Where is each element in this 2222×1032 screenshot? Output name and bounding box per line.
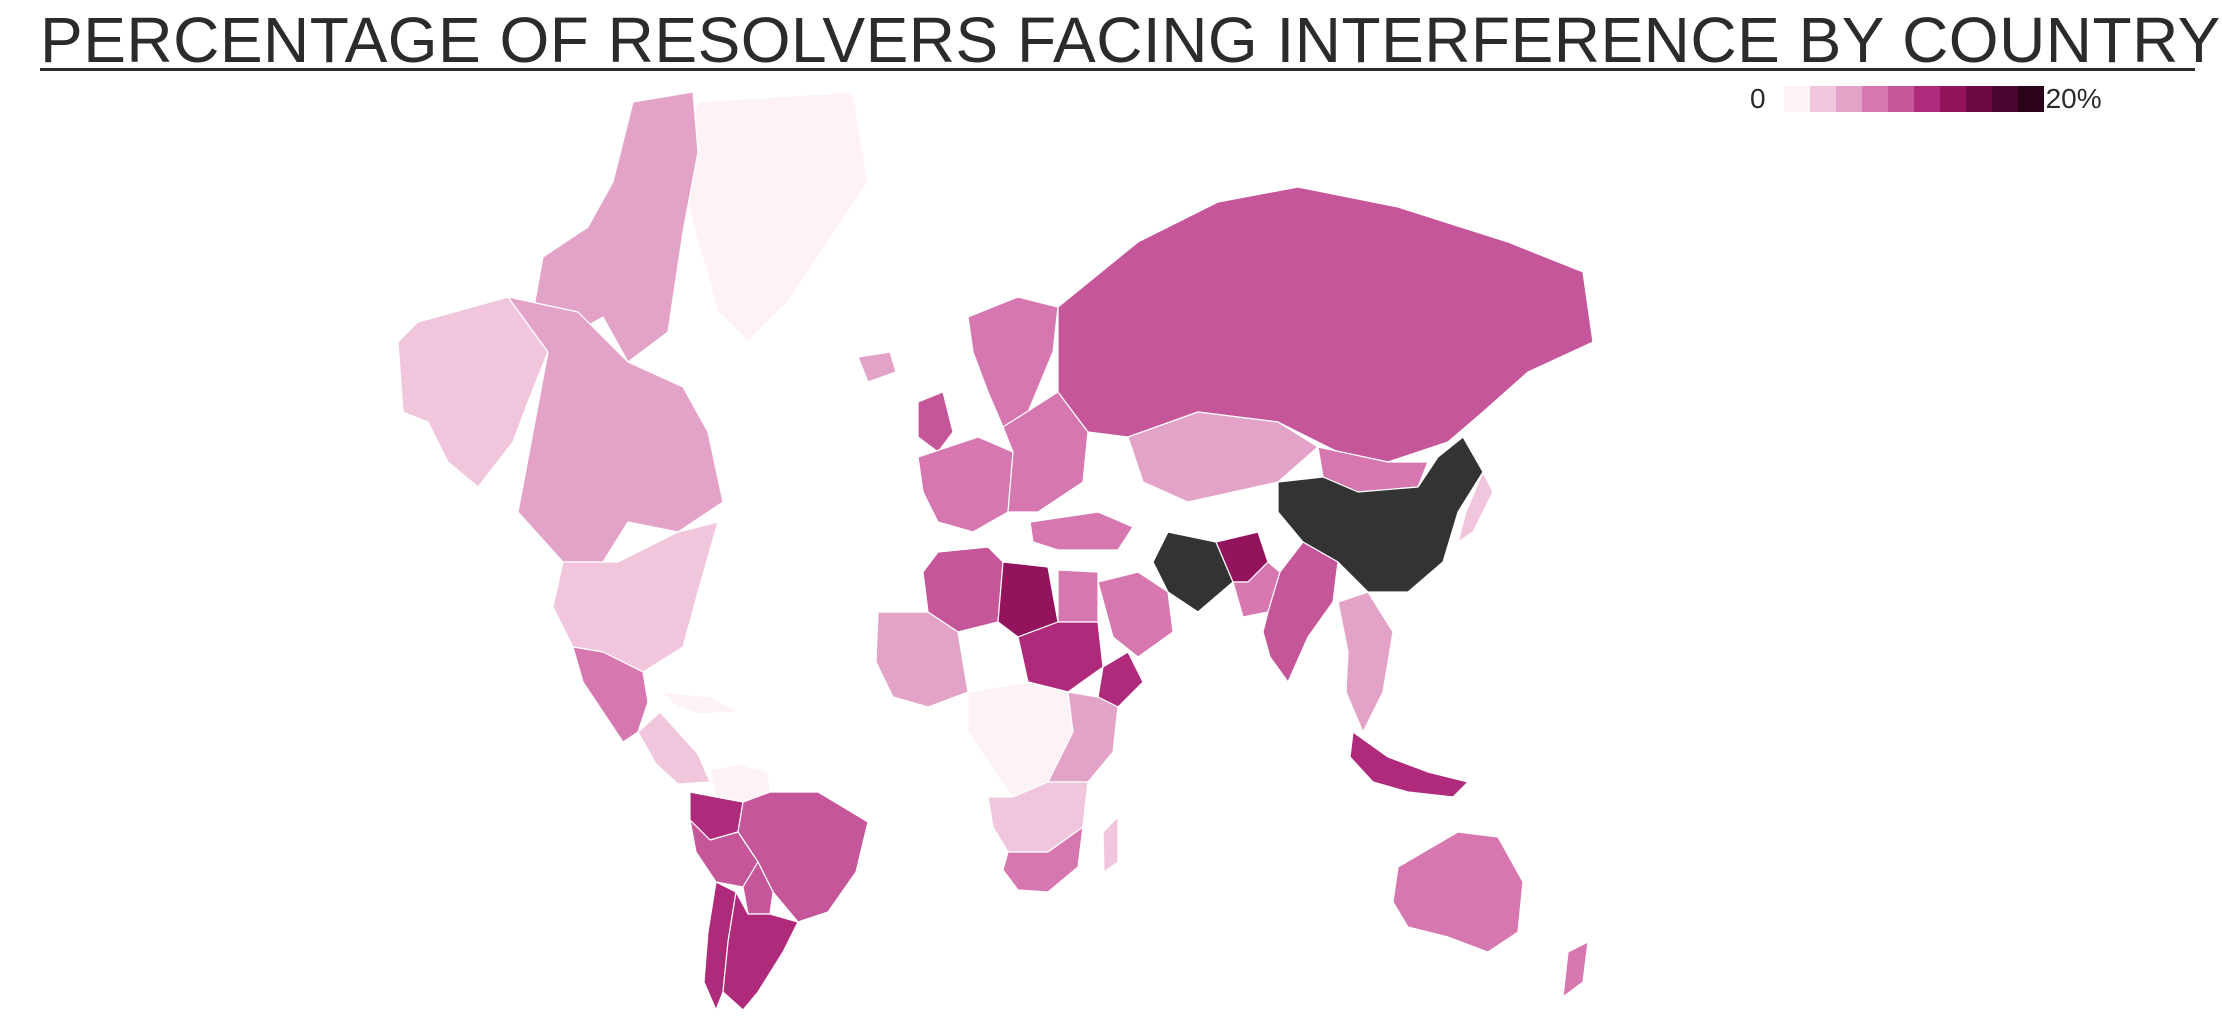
legend-swatch-9 [2017,86,2044,112]
region-united-kingdom [917,391,954,453]
region-united-states [552,521,719,673]
map-title: PERCENTAGE OF RESOLVERS FACING INTERFERE… [40,4,2221,76]
region-south-africa [1002,826,1084,893]
region-sudan [1017,621,1104,693]
region-cuba [662,691,739,715]
region-east-africa [1047,691,1119,783]
region-algeria [922,546,1004,633]
region-west-africa [875,611,969,708]
region-indonesia [1349,731,1469,798]
region-ethiopia [1097,651,1144,708]
region-egypt [1057,569,1099,623]
legend-min-label: 0 [1750,83,1766,114]
region-kazakhstan [1127,411,1319,503]
legend-swatch-2 [1835,86,1862,112]
region-saudi-arabia [1097,571,1174,658]
region-madagascar [1102,816,1119,873]
region-turkey [1029,511,1134,551]
legend-swatches [1783,86,2044,112]
region-japan [1457,471,1494,543]
legend-swatch-8 [1991,86,2018,112]
region-central-america [637,711,711,785]
region-western-europe [917,436,1014,533]
region-canadian-arctic [532,92,699,363]
region-alaska [398,296,549,488]
legend-swatch-6 [1939,86,1966,112]
region-bolivia [742,861,774,915]
region-greenland [677,92,869,343]
world-choropleth-map [398,92,1594,1011]
title-block: PERCENTAGE OF RESOLVERS FACING INTERFERE… [40,4,2221,76]
region-new-zealand [1562,941,1589,998]
region-iceland [857,351,897,383]
region-southeast-asia [1337,591,1394,733]
region-india [1262,541,1339,683]
legend-swatch-1 [1809,86,1836,112]
title-underline [40,68,2195,71]
legend-swatch-4 [1887,86,1914,112]
legend-swatch-7 [1965,86,1992,112]
color-legend: 0 20% [1750,84,2102,114]
legend-swatch-0 [1783,86,1810,112]
region-australia [1392,831,1524,953]
legend-swatch-3 [1861,86,1888,112]
legend-max-label: 20% [2045,83,2102,114]
region-argentina [722,891,799,1011]
legend-swatch-5 [1913,86,1940,112]
region-russia [1057,186,1594,463]
